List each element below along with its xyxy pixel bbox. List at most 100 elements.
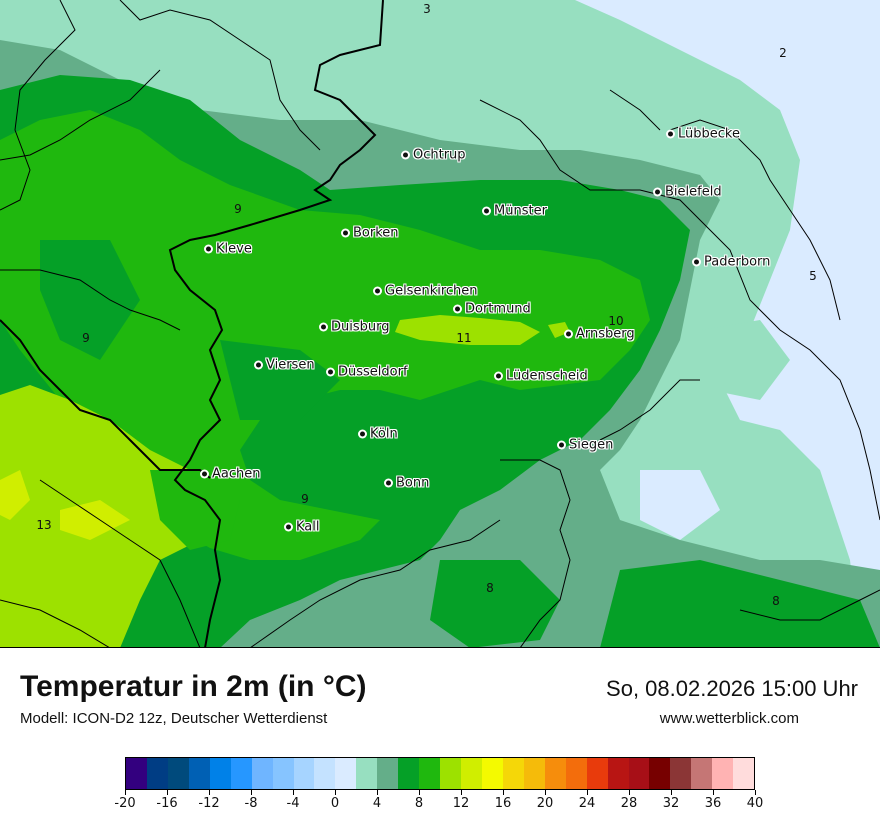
legend-tick-label: -16 — [156, 796, 178, 811]
city-marker-arnsberg[interactable]: Arnsberg — [566, 327, 635, 342]
city-dot-icon — [559, 442, 564, 448]
legend-tick-mark — [628, 790, 630, 795]
city-marker-viersen[interactable]: Viersen — [256, 358, 315, 373]
legend-tick-label: -4 — [286, 796, 300, 811]
city-label: Duisburg — [331, 319, 390, 335]
forecast-datetime: So, 08.02.2026 15:00 Uhr — [606, 676, 858, 701]
city-label: Siegen — [569, 437, 614, 453]
legend-swatch — [481, 758, 503, 789]
isotherm-label: 13 — [36, 518, 52, 532]
legend-swatch — [146, 758, 168, 789]
legend-swatch — [188, 758, 210, 789]
city-marker-muenster[interactable]: Münster — [484, 204, 547, 219]
legend-swatch — [461, 758, 482, 789]
legend-tick-label: 24 — [578, 796, 596, 811]
map-title: Temperatur in 2m (in °C) — [20, 670, 367, 703]
legend-tick-mark — [544, 790, 546, 795]
city-marker-luebbecke[interactable]: Lübbecke — [668, 127, 740, 142]
legend-swatch — [251, 758, 273, 789]
city-marker-kall[interactable]: Kall — [286, 520, 320, 535]
city-label: Kall — [296, 519, 320, 535]
city-dot-icon — [360, 431, 365, 437]
city-dot-icon — [343, 230, 348, 236]
city-label: Düsseldorf — [338, 364, 408, 380]
city-label: Bonn — [396, 475, 430, 491]
legend-swatch — [356, 758, 378, 789]
legend-tick-label: 16 — [494, 796, 512, 811]
city-label: Ochtrup — [413, 147, 466, 163]
legend-tick-mark — [712, 790, 714, 795]
legend-tick-mark — [292, 790, 294, 795]
city-marker-luedenscheid[interactable]: Lüdenscheid — [496, 369, 588, 384]
city-marker-bonn[interactable]: Bonn — [386, 476, 429, 491]
legend-swatch — [377, 758, 399, 789]
legend-tick-mark — [586, 790, 588, 795]
city-dot-icon — [496, 373, 501, 379]
legend-swatch — [733, 758, 755, 789]
legend-tick-mark — [460, 790, 462, 795]
city-marker-ochtrup[interactable]: Ochtrup — [403, 148, 466, 163]
city-marker-bielefeld[interactable]: Bielefeld — [655, 185, 722, 200]
legend-tick-label: -12 — [198, 796, 220, 811]
city-dot-icon — [484, 208, 489, 214]
isotherm-label: 8 — [772, 594, 780, 608]
city-dot-icon — [455, 306, 460, 312]
city-marker-koeln[interactable]: Köln — [360, 427, 398, 442]
legend-tick-mark — [166, 790, 168, 795]
legend-tick-mark — [670, 790, 672, 795]
city-dot-icon — [256, 362, 261, 368]
color-scale-legend — [125, 757, 755, 790]
city-marker-duisburg[interactable]: Duisburg — [321, 320, 390, 335]
isotherm-label: 9 — [234, 202, 242, 216]
city-marker-dortmund[interactable]: Dortmund — [455, 302, 531, 317]
legend-swatch — [126, 758, 147, 789]
website-link[interactable]: www.wetterblick.com — [659, 710, 799, 727]
legend-swatch — [440, 758, 461, 789]
isotherm-label: 3 — [423, 2, 431, 16]
city-dot-icon — [668, 131, 673, 137]
city-marker-gelsenkirchen[interactable]: Gelsenkirchen — [375, 284, 478, 299]
city-dot-icon — [694, 259, 699, 265]
city-dot-icon — [328, 369, 333, 375]
city-marker-aachen[interactable]: Aachen — [202, 467, 260, 482]
city-label: Lüdenscheid — [506, 368, 588, 384]
legend-swatch — [335, 758, 357, 789]
city-marker-siegen[interactable]: Siegen — [559, 438, 613, 453]
legend-swatch — [691, 758, 713, 789]
city-dot-icon — [206, 246, 211, 252]
legend-tick-label: 4 — [372, 796, 382, 811]
legend-swatch — [293, 758, 315, 789]
temperature-map[interactable]: Ochtrup Lübbecke Bielefeld Münster Borke… — [0, 0, 880, 648]
city-dot-icon — [321, 324, 326, 330]
legend-swatch — [544, 758, 566, 789]
legend-tick-labels: -20 -16 -12 -8 -4 0 4 8 12 16 20 24 28 32 36 40 — [114, 790, 763, 820]
legend-swatch — [419, 758, 441, 789]
legend-tick-label: 32 — [662, 796, 680, 811]
city-label: Viersen — [266, 357, 315, 373]
city-marker-borken[interactable]: Borken — [343, 226, 399, 241]
legend-tick-label: 20 — [536, 796, 554, 811]
city-label: Münster — [494, 203, 547, 219]
city-dot-icon — [286, 524, 291, 530]
legend-tick-mark — [124, 790, 126, 795]
legend-tick-mark — [250, 790, 252, 795]
legend-tick-label: 0 — [330, 796, 340, 811]
legend-tick-label: -8 — [244, 796, 258, 811]
city-label: Gelsenkirchen — [385, 283, 478, 299]
city-dot-icon — [375, 288, 380, 294]
isotherm-label: 5 — [809, 269, 817, 283]
isotherm-label: 9 — [301, 492, 309, 506]
city-marker-duesseldorf[interactable]: Düsseldorf — [328, 365, 408, 380]
city-marker-paderborn[interactable]: Paderborn — [694, 255, 770, 270]
city-marker-kleve[interactable]: Kleve — [206, 242, 252, 257]
legend-swatch — [167, 758, 189, 789]
city-dot-icon — [202, 471, 207, 477]
legend-swatch — [712, 758, 734, 789]
legend-swatch — [230, 758, 252, 789]
city-dot-icon — [655, 189, 660, 195]
legend-swatch — [607, 758, 629, 789]
legend-tick-mark — [502, 790, 504, 795]
legend-tick-label: 40 — [746, 796, 764, 811]
legend-tick-label: 28 — [620, 796, 638, 811]
isotherm-label: 2 — [779, 46, 787, 60]
